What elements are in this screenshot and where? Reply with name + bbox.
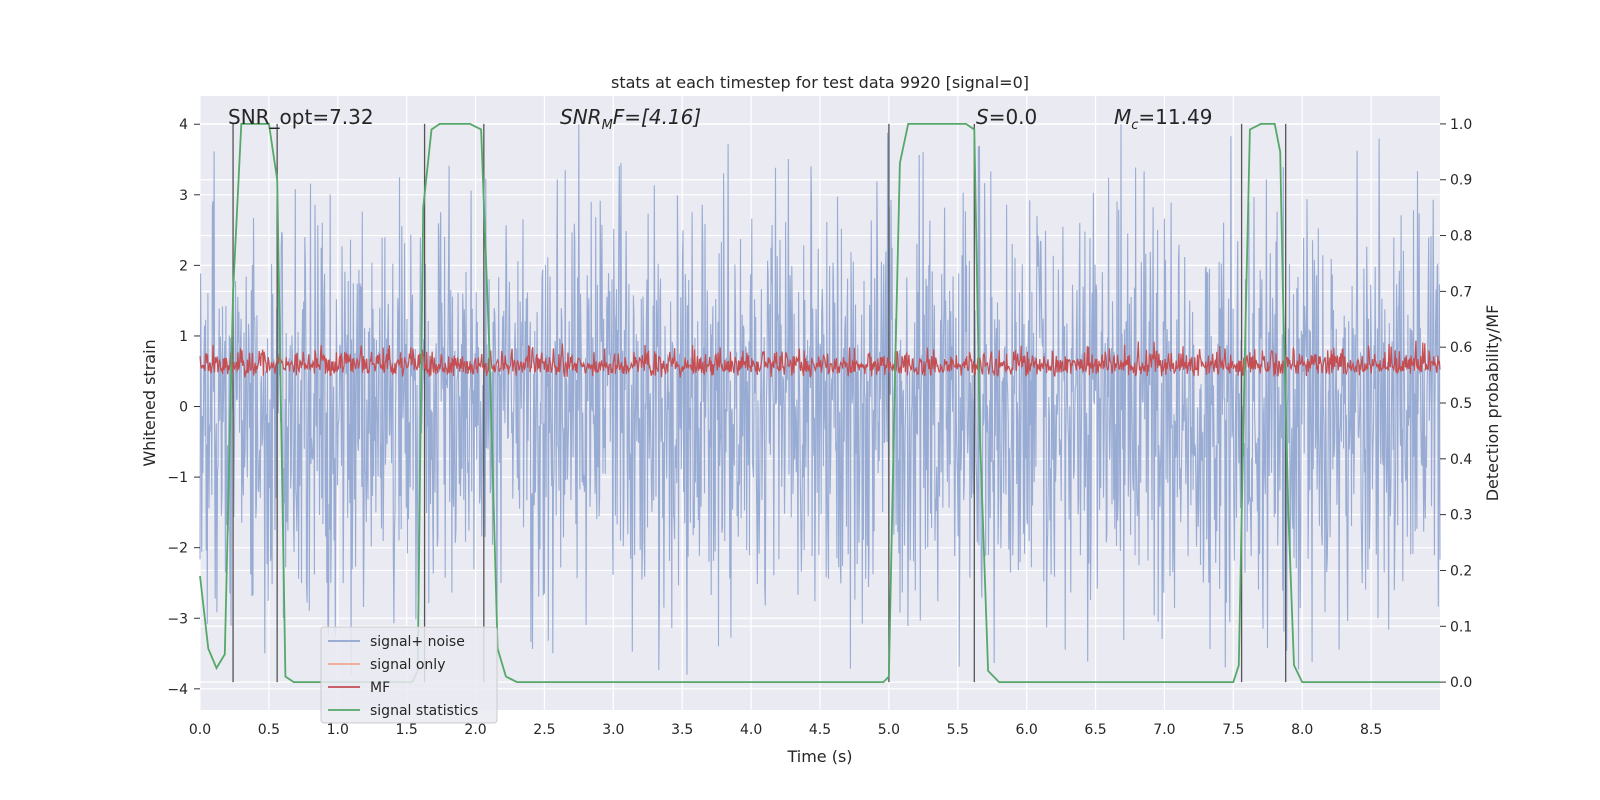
signal-noise-series (199, 124, 1441, 675)
annotation-mc: Mc=11.49 (1114, 105, 1212, 133)
legend-label-signal-statistics: signal statistics (370, 703, 478, 719)
y-tick-label-right: 0.0 (1450, 675, 1472, 691)
y-tick-label-left: 4 (179, 117, 188, 133)
x-tick-label: 0.0 (189, 722, 211, 738)
annotation-mc-rest: =11.49 (1138, 105, 1212, 129)
x-tick-label: 5.0 (878, 722, 900, 738)
annotation-mc-base: M (1114, 105, 1131, 129)
y-axis-label-right: Detection probability/MF (1483, 305, 1502, 502)
mf-series (199, 340, 1441, 378)
x-axis-label: Time (s) (786, 747, 852, 766)
y-tick-label-right: 0.3 (1450, 508, 1472, 524)
y-tick-label-left: −2 (167, 541, 188, 557)
y-tick-label-left: −4 (167, 682, 188, 698)
legend-box (320, 626, 498, 724)
y-tick-label-right: 0.4 (1450, 452, 1472, 468)
legend: signal+ noise signal only MF signal stat… (320, 626, 498, 724)
y-tick-label-left: 3 (179, 188, 188, 204)
x-tick-label: 6.5 (1084, 722, 1106, 738)
x-tick-label: 7.5 (1222, 722, 1244, 738)
y-tick-label-right: 0.5 (1450, 396, 1472, 412)
annotation-snr-mf-sub: M (602, 118, 613, 133)
y-tick-label-left: 0 (179, 400, 188, 416)
x-tick-label: 2.0 (464, 722, 486, 738)
annotation-mc-sub: c (1131, 118, 1138, 133)
x-tick-label: 1.5 (396, 722, 418, 738)
annotation-s-base: S (976, 105, 989, 129)
x-tick-label: 3.5 (671, 722, 693, 738)
legend-label-signal-only: signal only (370, 657, 445, 673)
annotation-s-rest: =0.0 (989, 105, 1038, 129)
signal-noise-line (199, 124, 1441, 675)
x-tick-label: 8.5 (1360, 722, 1382, 738)
x-tick-label: 4.0 (740, 722, 762, 738)
x-tick-label: 6.0 (1016, 722, 1038, 738)
y-tick-label-left: −3 (167, 611, 188, 627)
signal-statistics-series (199, 123, 1440, 683)
y-tick-label-left: 1 (179, 329, 188, 345)
mf-line (199, 340, 1441, 378)
x-tick-label: 5.5 (947, 722, 969, 738)
y-tick-label-right: 0.7 (1450, 284, 1472, 300)
annotation-snr-mf-base: SNR (560, 105, 602, 129)
y-tick-label-left: 2 (179, 258, 188, 274)
y-tick-label-right: 1.0 (1450, 117, 1472, 133)
signal-statistics-line (199, 123, 1440, 683)
annotation-s: S=0.0 (976, 105, 1037, 129)
legend-label-mf: MF (370, 680, 390, 696)
chart-title: stats at each timestep for test data 992… (611, 73, 1029, 92)
x-tick-label: 1.0 (327, 722, 349, 738)
y-axis-label-left: Whitened strain (140, 339, 159, 466)
x-tick-label: 7.0 (1153, 722, 1175, 738)
axis-ticks: 0.0 0.5 1.0 1.5 2.0 2.5 3.0 3.5 4.0 4.5 5.0 5.5 6.0 6… (167, 117, 1472, 738)
x-tick-label: 0.5 (258, 722, 280, 738)
y-tick-label-right: 0.6 (1450, 340, 1472, 356)
annotation-snr-mf-rest: F=[4.16] (613, 105, 701, 129)
annotation-snr-mf: SNRMF=[4.16] (560, 105, 701, 133)
y-tick-label-right: 0.1 (1450, 619, 1472, 635)
x-tick-label: 2.5 (533, 722, 555, 738)
y-tick-label-right: 0.8 (1450, 229, 1472, 245)
x-tick-label: 4.5 (809, 722, 831, 738)
y-tick-label-right: 0.2 (1450, 563, 1472, 579)
y-tick-label-right: 0.9 (1450, 173, 1472, 189)
x-tick-label: 3.0 (602, 722, 624, 738)
y-tick-label-left: −1 (167, 470, 188, 486)
legend-label-signal-noise: signal+ noise (370, 634, 465, 650)
annotation-snr-opt: SNR_opt=7.32 (228, 105, 374, 129)
x-tick-label: 8.0 (1291, 722, 1313, 738)
